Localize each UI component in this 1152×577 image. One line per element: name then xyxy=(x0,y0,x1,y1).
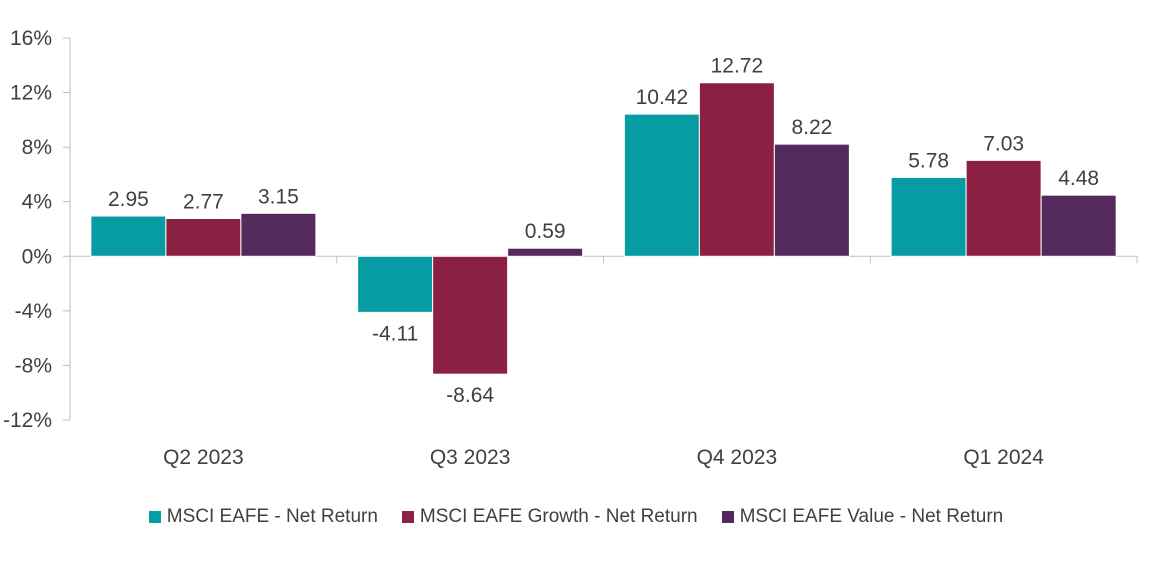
data-label: 4.48 xyxy=(1058,167,1099,190)
bar xyxy=(240,212,317,257)
y-tick-label: 8% xyxy=(22,136,52,159)
x-category-label: Q2 2023 xyxy=(163,446,244,469)
legend-swatch xyxy=(721,511,734,523)
data-label: 5.78 xyxy=(908,149,949,172)
data-labels: 2.95 2.77 3.15 -4.11 -8.64 0.59 10.42 12.72 8.22… xyxy=(108,55,1099,407)
y-tick-label: 12% xyxy=(10,82,52,105)
bar xyxy=(773,143,850,257)
legend-swatch xyxy=(148,511,161,523)
y-tick-label: -12% xyxy=(3,409,52,432)
legend-label: MSCI EAFE Growth - Net Return xyxy=(419,506,698,527)
y-tick-label: -4% xyxy=(15,300,52,323)
legend: MSCI EAFE - Net Return MSCI EAFE Growth -… xyxy=(0,506,1152,528)
data-label: 2.95 xyxy=(108,188,149,211)
bar xyxy=(623,113,700,257)
bar xyxy=(507,247,584,257)
y-tick-label: 0% xyxy=(22,245,52,268)
bar xyxy=(890,176,967,257)
y-tick-label: -8% xyxy=(15,354,52,377)
data-label: 12.72 xyxy=(711,55,764,78)
bar xyxy=(357,255,434,313)
legend-item: MSCI EAFE Value - Net Return xyxy=(721,506,1004,528)
x-category-label: Q1 2024 xyxy=(963,446,1044,469)
bar xyxy=(432,255,509,375)
data-label: -8.64 xyxy=(446,384,494,407)
data-label: 7.03 xyxy=(983,132,1024,155)
bar xyxy=(965,159,1042,257)
data-label: 8.22 xyxy=(791,116,832,139)
data-label: 2.77 xyxy=(183,190,224,213)
bar-chart: 16% 12% 8% 4% 0% -4% -8% -12% Q2 2023 Q3 2023 Q4 2… xyxy=(3,27,1138,469)
bar xyxy=(90,215,167,257)
legend-label: MSCI EAFE - Net Return xyxy=(166,506,378,527)
x-category-label: Q3 2023 xyxy=(430,446,511,469)
bars xyxy=(90,82,1117,375)
data-label: 10.42 xyxy=(636,86,689,109)
bar xyxy=(165,217,242,257)
legend-label: MSCI EAFE Value - Net Return xyxy=(739,506,1004,527)
legend-swatch xyxy=(401,511,414,523)
y-tick-label: 16% xyxy=(10,27,52,50)
legend-item: MSCI EAFE - Net Return xyxy=(148,506,378,528)
axes: 16% 12% 8% 4% 0% -4% -8% -12% Q2 2023 Q3 2023 Q4 2… xyxy=(3,27,1138,469)
data-label: -4.11 xyxy=(372,322,418,345)
y-tick-label: 4% xyxy=(22,191,52,214)
data-label: 3.15 xyxy=(258,185,299,208)
legend-item: MSCI EAFE Growth - Net Return xyxy=(401,506,698,528)
bar xyxy=(1040,194,1117,257)
data-label: 0.59 xyxy=(525,220,566,243)
x-category-label: Q4 2023 xyxy=(697,446,778,469)
bar xyxy=(698,82,775,257)
